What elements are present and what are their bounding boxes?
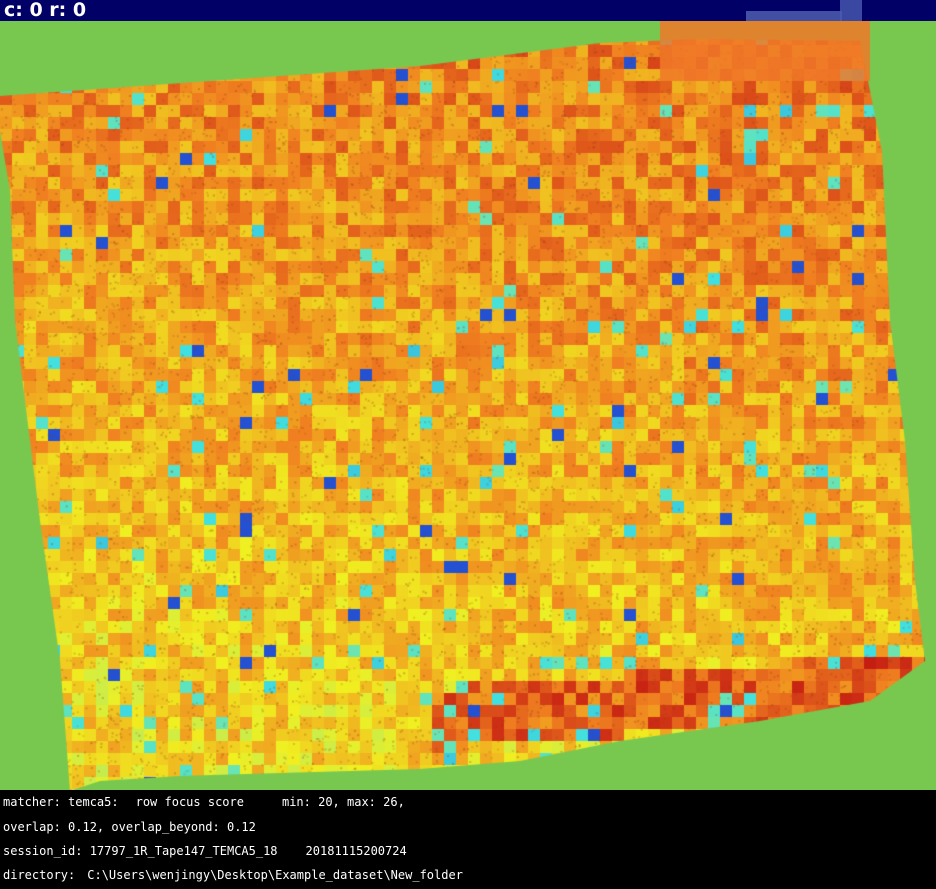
overlap-line: overlap: 0.12, overlap_beyond: 0.12 <box>3 819 256 835</box>
coordinate-readout: c: 0 r: 0 <box>4 0 86 21</box>
directory-label: directory: <box>3 867 75 883</box>
montage-viewport[interactable] <box>0 21 936 790</box>
focus-score-heatmap[interactable] <box>0 21 936 790</box>
directory-path: C:\Users\wenjingy\Desktop\Example_datase… <box>87 867 463 883</box>
matcher-line: matcher: temca5: row focus score min: 20, … <box>3 794 405 810</box>
metric-label: row focus score <box>136 794 244 810</box>
session-line: session_id: 17797_1R_Tape147_TEMCA5_18 20… <box>3 843 407 859</box>
title-bar: c: 0 r: 0 <box>0 0 936 21</box>
timestamp-label: 20181115200724 <box>306 843 407 859</box>
minimap-overlay <box>746 11 842 21</box>
info-panel: matcher: temca5: row focus score min: 20, … <box>0 790 936 889</box>
minimap-overlay-corner <box>840 0 862 21</box>
matcher-label: matcher: temca5: <box>3 794 119 810</box>
range-label: min: 20, max: 26, <box>282 794 405 810</box>
session-id-label: session_id: 17797_1R_Tape147_TEMCA5_18 <box>3 843 278 859</box>
directory-line: directory: C:\Users\wenjingy\Desktop\Exam… <box>3 867 463 883</box>
